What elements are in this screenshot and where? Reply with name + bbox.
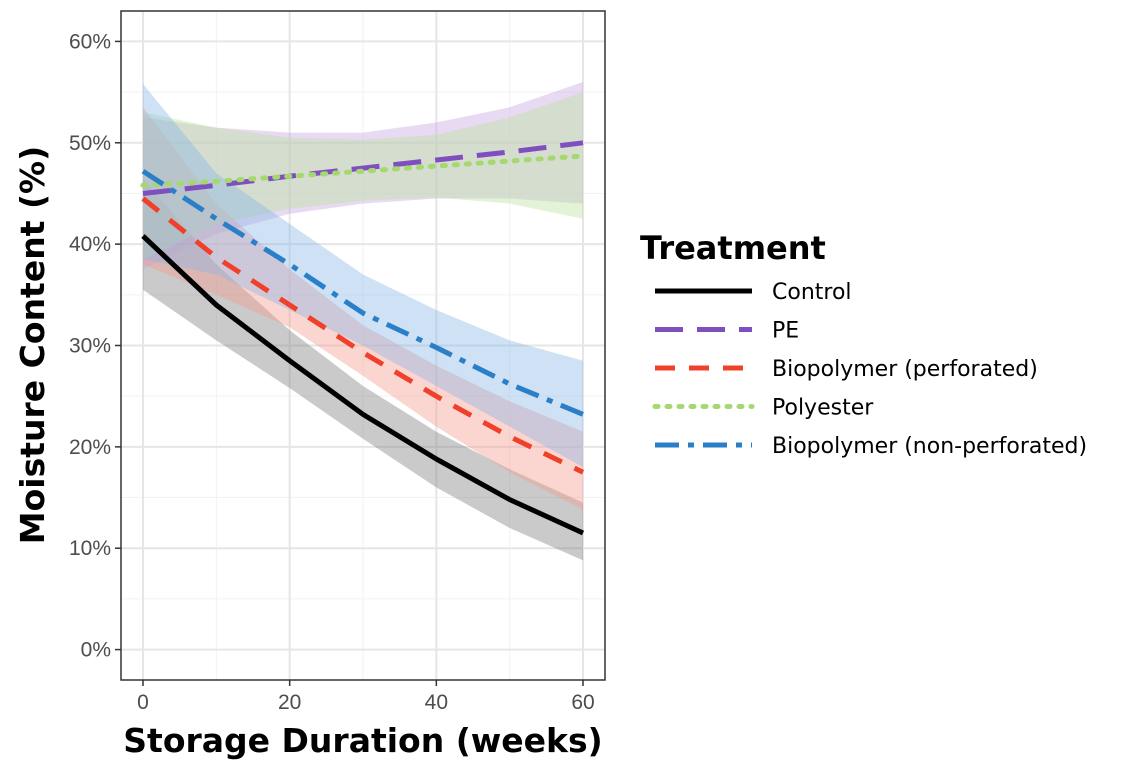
confidence-band — [143, 84, 583, 468]
confidence-band — [143, 107, 583, 510]
x-tick-label: 60 — [571, 691, 594, 714]
legend-label: Polyester — [772, 396, 874, 421]
legend-label: PE — [772, 319, 799, 344]
y-tick-label: 60% — [69, 30, 111, 53]
legend-label: Biopolymer (non-perforated) — [772, 434, 1087, 459]
series-line — [140, 153, 586, 188]
y-tick-label: 20% — [69, 436, 111, 459]
plot-area: 0% 10% 20% 30% 40% 50% 60% 0 20 40 60 — [69, 10, 606, 714]
x-tick-label: 0 — [137, 691, 149, 714]
confidence-band — [143, 82, 583, 270]
y-axis-title: Moisture Content (%) — [13, 146, 52, 544]
y-tick-label: 50% — [69, 132, 111, 155]
series-line — [141, 169, 584, 417]
confidence-band — [143, 178, 583, 561]
y-tick-label: 40% — [69, 233, 111, 256]
legend-label: Biopolymer (perforated) — [772, 357, 1038, 382]
y-tick-label: 30% — [69, 335, 111, 358]
y-tick-label: 0% — [81, 639, 111, 662]
confidence-band — [143, 92, 583, 260]
series-line — [142, 140, 584, 196]
legend-label: Control — [772, 280, 852, 305]
x-tick-label: 40 — [425, 691, 448, 714]
y-tick-label: 10% — [69, 537, 111, 560]
x-tick-label: 20 — [278, 691, 301, 714]
legend: Treatment Control PE Biopolymer (perforate… — [640, 229, 1087, 459]
series-line — [141, 234, 585, 536]
y-axis-title-group: Moisture Content (%) — [13, 146, 52, 544]
legend-title: Treatment — [640, 229, 826, 267]
x-axis-title: Storage Duration (weeks) — [123, 721, 602, 760]
